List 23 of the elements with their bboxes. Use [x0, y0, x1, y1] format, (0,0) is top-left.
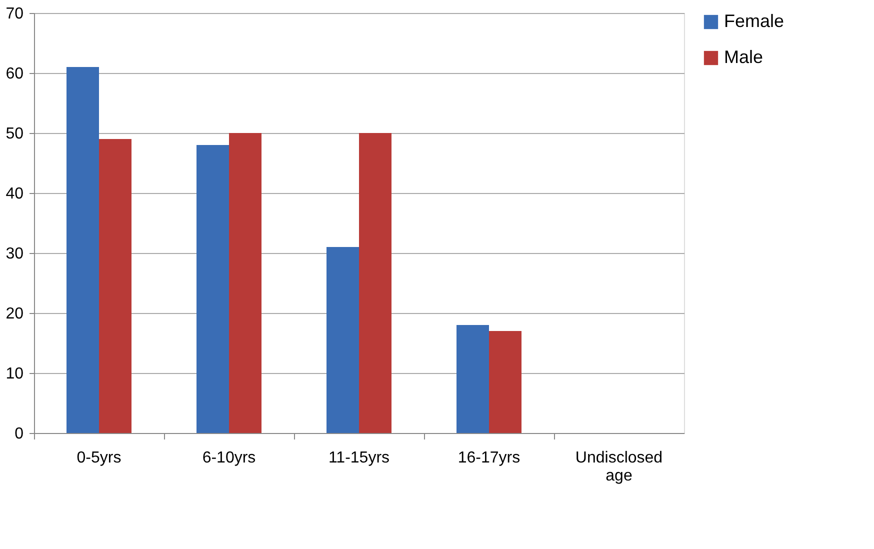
bar — [489, 331, 522, 433]
y-tick-label: 70 — [6, 6, 24, 22]
bar — [99, 139, 132, 433]
x-tick-label: 6-10yrs — [202, 450, 256, 466]
y-tick-label: 10 — [6, 366, 24, 382]
bar — [456, 325, 489, 433]
legend-label: Female — [724, 11, 784, 31]
bar — [326, 247, 359, 433]
y-tick-label: 40 — [6, 186, 24, 202]
bar — [229, 133, 262, 433]
y-tick-label: 30 — [6, 246, 24, 262]
x-tick-label: 0-5yrs — [76, 450, 122, 466]
bar — [66, 67, 99, 433]
x-tick-label: Undisclosed age — [575, 450, 663, 484]
legend-label: Male — [724, 47, 764, 67]
y-tick-label: 60 — [6, 66, 24, 82]
bar — [196, 145, 229, 433]
y-tick-label: 20 — [6, 306, 24, 322]
x-tick-label: 16-17yrs — [458, 450, 520, 466]
y-tick-label: 50 — [6, 126, 24, 142]
x-tick-label: 11-15yrs — [328, 450, 390, 466]
bar — [359, 133, 392, 433]
y-tick-label: 0 — [14, 426, 24, 442]
